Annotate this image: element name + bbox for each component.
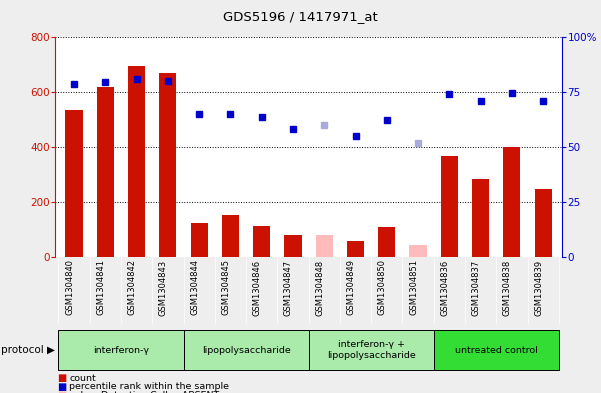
Text: interferon-γ: interferon-γ [93, 346, 149, 354]
Bar [503, 147, 520, 257]
Text: GSM1304848: GSM1304848 [316, 259, 325, 316]
Text: count: count [69, 374, 96, 382]
Bar [222, 215, 239, 257]
Bar [159, 73, 177, 257]
Text: ■: ■ [57, 390, 66, 393]
Text: GSM1304842: GSM1304842 [127, 259, 136, 316]
Bar [534, 189, 552, 257]
Text: GDS5196 / 1417971_at: GDS5196 / 1417971_at [223, 10, 378, 23]
Text: GSM1304849: GSM1304849 [347, 259, 356, 316]
Bar [347, 241, 364, 257]
Bar [472, 179, 489, 257]
Text: ■: ■ [57, 373, 66, 383]
Bar [183, 330, 309, 370]
Bar [441, 156, 458, 257]
Text: GSM1304838: GSM1304838 [503, 259, 512, 316]
Bar [378, 227, 395, 257]
Text: lipopolysaccharide: lipopolysaccharide [202, 346, 290, 354]
Text: percentile rank within the sample: percentile rank within the sample [69, 382, 229, 391]
Text: GSM1304839: GSM1304839 [534, 259, 543, 316]
Text: ■: ■ [57, 382, 66, 392]
Bar [58, 330, 183, 370]
Text: GSM1304850: GSM1304850 [378, 259, 387, 316]
Bar [409, 245, 427, 257]
Text: GSM1304844: GSM1304844 [190, 259, 199, 316]
Text: GSM1304846: GSM1304846 [252, 259, 261, 316]
Text: protocol ▶: protocol ▶ [1, 345, 55, 355]
Bar [253, 226, 270, 257]
Bar [66, 110, 83, 257]
Bar [97, 87, 114, 257]
Text: GSM1304841: GSM1304841 [96, 259, 105, 316]
Bar [434, 330, 559, 370]
Bar [284, 235, 302, 257]
Text: interferon-γ +
lipopolysaccharide: interferon-γ + lipopolysaccharide [327, 340, 415, 360]
Bar [191, 223, 208, 257]
Bar [316, 235, 333, 257]
Text: GSM1304851: GSM1304851 [409, 259, 418, 316]
Text: GSM1304840: GSM1304840 [65, 259, 74, 316]
Text: value, Detection Call = ABSENT: value, Detection Call = ABSENT [69, 391, 219, 393]
Text: GSM1304836: GSM1304836 [441, 259, 450, 316]
Bar [309, 330, 434, 370]
Text: GSM1304845: GSM1304845 [221, 259, 230, 316]
Text: GSM1304847: GSM1304847 [284, 259, 293, 316]
Text: GSM1304837: GSM1304837 [472, 259, 481, 316]
Text: GSM1304843: GSM1304843 [159, 259, 168, 316]
Bar [128, 66, 145, 257]
Text: untreated control: untreated control [455, 346, 538, 354]
